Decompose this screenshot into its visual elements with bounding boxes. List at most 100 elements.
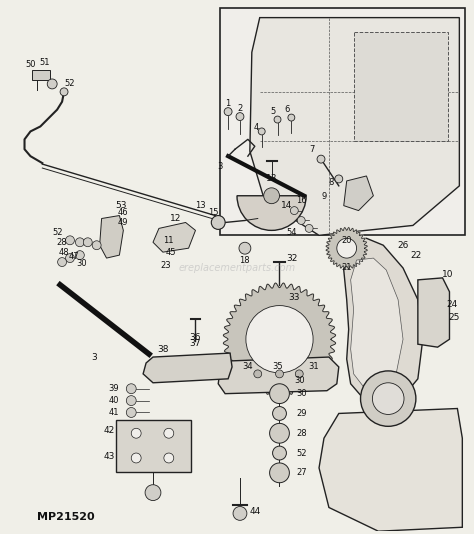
Text: 22: 22	[410, 250, 421, 260]
Text: 13: 13	[195, 201, 206, 210]
Polygon shape	[143, 353, 232, 383]
Text: 30: 30	[296, 389, 307, 398]
Circle shape	[373, 383, 404, 414]
Text: 50: 50	[25, 60, 36, 69]
Circle shape	[239, 242, 251, 254]
Circle shape	[211, 216, 225, 230]
Polygon shape	[351, 258, 403, 389]
Circle shape	[273, 406, 286, 420]
Text: 36: 36	[190, 333, 201, 342]
Text: 48: 48	[59, 248, 69, 257]
Wedge shape	[237, 196, 306, 230]
Text: 3: 3	[91, 352, 97, 362]
Circle shape	[75, 250, 84, 260]
Text: 40: 40	[108, 396, 118, 405]
Circle shape	[131, 453, 141, 463]
Text: 11: 11	[164, 236, 174, 245]
Circle shape	[83, 238, 92, 247]
Text: 53: 53	[116, 201, 127, 210]
Circle shape	[47, 79, 57, 89]
Circle shape	[131, 428, 141, 438]
Text: 30: 30	[76, 258, 87, 268]
Circle shape	[291, 207, 298, 215]
Polygon shape	[218, 357, 339, 394]
Text: 14: 14	[281, 201, 292, 210]
Text: 20: 20	[341, 236, 352, 245]
Circle shape	[274, 116, 281, 123]
Polygon shape	[250, 18, 459, 235]
Polygon shape	[344, 176, 374, 210]
Polygon shape	[223, 283, 336, 396]
Text: 45: 45	[165, 248, 176, 257]
Polygon shape	[153, 223, 195, 252]
Text: 44: 44	[249, 507, 260, 516]
Text: 27: 27	[296, 468, 307, 477]
Circle shape	[224, 108, 232, 115]
Text: 3: 3	[218, 162, 223, 170]
Text: 18: 18	[239, 256, 250, 264]
Text: 16: 16	[296, 196, 307, 205]
Circle shape	[254, 370, 262, 378]
Circle shape	[126, 384, 136, 394]
Text: 26: 26	[397, 241, 409, 250]
Circle shape	[65, 236, 74, 245]
Circle shape	[164, 453, 174, 463]
Circle shape	[305, 224, 313, 232]
Text: 2: 2	[237, 104, 243, 113]
Circle shape	[233, 506, 247, 520]
Text: 54: 54	[286, 228, 297, 237]
Text: 6: 6	[285, 105, 290, 114]
Text: ereplacementparts.com: ereplacementparts.com	[178, 263, 296, 273]
Text: 35: 35	[272, 363, 283, 372]
Circle shape	[297, 216, 305, 224]
Text: 37: 37	[190, 339, 201, 348]
Polygon shape	[418, 278, 449, 347]
Circle shape	[337, 238, 356, 258]
Text: 25: 25	[449, 313, 460, 322]
Text: 24: 24	[447, 300, 458, 309]
Text: 28: 28	[57, 238, 67, 247]
Circle shape	[60, 88, 68, 96]
Text: 23: 23	[161, 261, 171, 270]
Text: 8: 8	[328, 178, 334, 187]
Text: 39: 39	[108, 384, 119, 393]
Text: 46: 46	[118, 208, 128, 217]
Polygon shape	[344, 238, 423, 404]
Text: 15: 15	[208, 208, 219, 217]
Circle shape	[270, 463, 290, 483]
Text: 21: 21	[341, 263, 352, 272]
Text: 49: 49	[118, 218, 128, 227]
Circle shape	[273, 446, 286, 460]
Text: 28: 28	[296, 429, 307, 438]
Circle shape	[275, 370, 283, 378]
Text: 34: 34	[243, 363, 253, 372]
Circle shape	[145, 485, 161, 500]
Circle shape	[246, 305, 313, 373]
Polygon shape	[319, 409, 462, 531]
Text: 1: 1	[226, 99, 231, 108]
Circle shape	[75, 238, 84, 247]
Circle shape	[270, 423, 290, 443]
Circle shape	[288, 114, 295, 121]
Text: MP21520: MP21520	[37, 512, 95, 522]
Text: 47: 47	[69, 252, 79, 261]
Text: 33: 33	[289, 293, 300, 302]
Text: 9: 9	[321, 192, 327, 201]
Circle shape	[270, 384, 290, 404]
Bar	[354, 33, 447, 142]
Circle shape	[65, 254, 74, 263]
Text: 7: 7	[310, 145, 315, 154]
Circle shape	[317, 155, 325, 163]
Bar	[220, 7, 465, 235]
Circle shape	[264, 188, 280, 203]
Circle shape	[335, 175, 343, 183]
Text: 52: 52	[296, 449, 307, 458]
Text: 30: 30	[294, 376, 305, 386]
Text: 41: 41	[108, 408, 118, 417]
Text: 12: 12	[170, 214, 182, 223]
Circle shape	[295, 370, 303, 378]
Circle shape	[258, 128, 265, 135]
Bar	[117, 420, 191, 472]
Circle shape	[361, 371, 416, 426]
Text: 52: 52	[65, 80, 75, 89]
